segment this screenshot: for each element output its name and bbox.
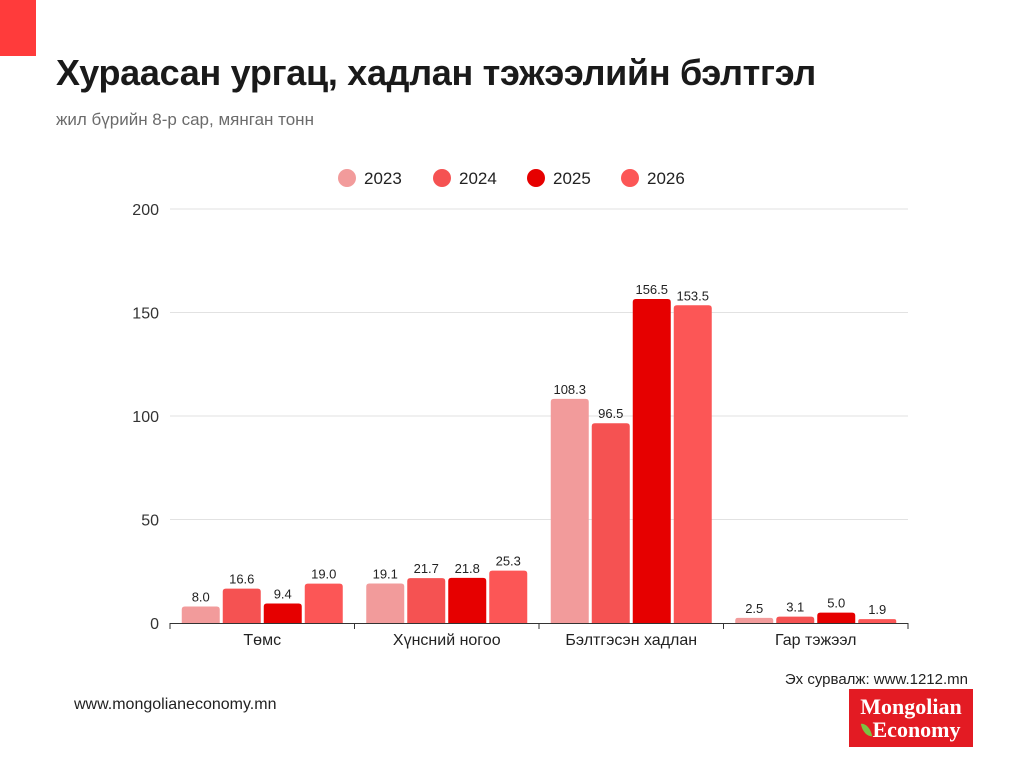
bar	[776, 616, 815, 623]
bar-value-label: 21.7	[414, 561, 439, 576]
legend-marker	[338, 169, 356, 187]
bar-value-label: 1.9	[868, 602, 886, 617]
y-tick-label: 0	[150, 616, 159, 633]
logo-line-2-wrap: Economy	[860, 717, 961, 742]
chart-axis: Төмс Хүнсний ногоо Бэлтгэсэн хадлан Гар тэж…	[169, 623, 909, 649]
bar	[181, 606, 220, 623]
bar-value-label: 9.4	[274, 587, 292, 602]
legend-marker	[527, 169, 545, 187]
chart-title: Хураасан ургац, хадлан тэжээлийн бэлтгэл	[56, 52, 816, 93]
bar	[735, 617, 774, 623]
bar-value-label: 5.0	[827, 596, 845, 611]
chart-subtitle: жил бүрийн 8-р сар, мянган тонн	[56, 110, 314, 129]
bar	[550, 398, 589, 623]
legend-label: 2023	[364, 169, 402, 188]
bar-value-label: 16.6	[229, 572, 254, 587]
y-tick-label: 100	[132, 409, 159, 426]
brand-logo: Mongolian Economy	[849, 689, 973, 747]
bar-value-label: 2.5	[745, 601, 763, 616]
legend-label: 2026	[647, 169, 685, 188]
bar-value-label: 19.0	[311, 567, 336, 582]
bar-value-label: 108.3	[553, 382, 586, 397]
legend-marker	[621, 169, 639, 187]
x-tick-label: Төмс	[243, 632, 281, 649]
chart-bars: 8.0 16.6 9.4 19.0 19.1 21.7 21.8 25.3 108.3 96.5 1…	[181, 282, 897, 623]
footer-website[interactable]: www.mongolianeconomy.mn	[74, 696, 277, 713]
leaf-icon	[860, 721, 872, 738]
x-tick-label: Бэлтгэсэн хадлан	[565, 632, 697, 649]
x-tick-label: Хүнсний ногоо	[393, 632, 501, 649]
bar	[817, 612, 856, 623]
y-tick-label: 200	[132, 202, 159, 219]
bar-value-label: 153.5	[676, 288, 709, 303]
legend-label: 2025	[553, 169, 591, 188]
bar	[591, 423, 630, 623]
bar	[263, 603, 302, 623]
bar	[304, 583, 343, 623]
logo-line-1: Mongolian	[860, 694, 962, 719]
bar-value-label: 3.1	[786, 600, 804, 615]
legend-marker	[433, 169, 451, 187]
bar	[448, 577, 487, 623]
bar-value-label: 156.5	[635, 282, 668, 297]
bar-value-label: 19.1	[373, 566, 398, 581]
bar	[222, 588, 261, 623]
bar	[632, 299, 671, 623]
bar-value-label: 8.0	[192, 589, 210, 604]
bar-value-label: 25.3	[496, 554, 521, 569]
x-tick-label: Гар тэжээл	[775, 632, 857, 649]
y-tick-label: 150	[132, 306, 159, 323]
bar	[858, 619, 897, 623]
chart-legend: 2023 2024 2025 2026	[338, 169, 685, 188]
legend-label: 2024	[459, 169, 497, 188]
bar	[407, 578, 446, 623]
chart-grid: 0 50 100 150 200	[132, 202, 908, 633]
corner-accent	[0, 0, 36, 56]
bar	[489, 570, 528, 623]
bar-value-label: 21.8	[455, 561, 480, 576]
y-tick-label: 50	[141, 513, 159, 530]
logo-line-2: Economy	[872, 717, 961, 742]
source-note: Эх сурвалж: www.1212.mn	[784, 671, 968, 688]
bar-value-label: 96.5	[598, 406, 623, 421]
bar	[673, 305, 712, 623]
bar	[366, 583, 405, 623]
